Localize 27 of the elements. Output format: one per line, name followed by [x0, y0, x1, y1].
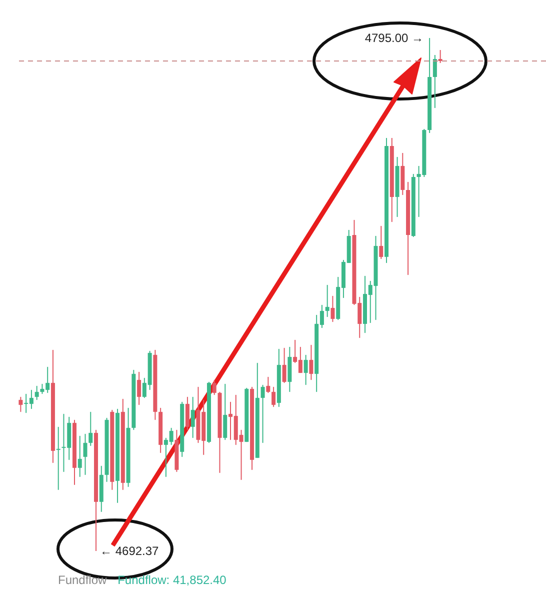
candlestick: [18, 396, 23, 412]
candlestick: [190, 396, 195, 438]
candlestick: [34, 385, 39, 400]
candlestick: [432, 54, 437, 108]
candlestick: [400, 152, 405, 196]
candlestick: [379, 225, 384, 260]
candlestick: [56, 426, 60, 490]
candlestick: [266, 376, 270, 394]
annotation: ← 4692.37: [100, 544, 160, 558]
text: Fundflow: [58, 573, 108, 587]
candlestick: [330, 295, 335, 322]
candlestick: [438, 49, 442, 64]
candlestick: [83, 433, 88, 476]
candlestick: [78, 435, 82, 478]
candlestick: [223, 383, 228, 440]
annotation: 4795.00 →: [364, 31, 424, 45]
candlestick: [282, 347, 286, 384]
candlestick: [185, 396, 190, 430]
candlestick: [304, 354, 308, 386]
candlestick: [88, 411, 93, 446]
candlestick: [325, 284, 330, 318]
candlestick: [272, 386, 276, 408]
text: Fundflow: 41,852.40: [118, 573, 227, 587]
candlestick: [309, 344, 314, 380]
candlestick: [137, 371, 142, 406]
candlestick: [212, 379, 216, 396]
candlestick: [260, 384, 265, 444]
